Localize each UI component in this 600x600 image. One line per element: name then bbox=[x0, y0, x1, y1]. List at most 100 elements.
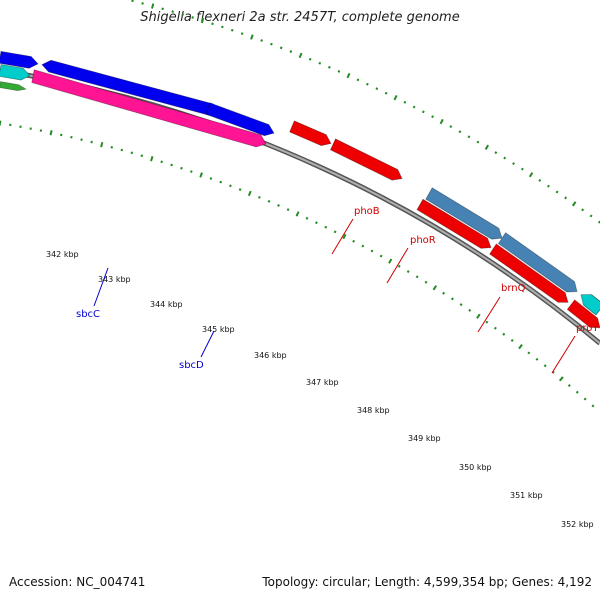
tick-mark bbox=[161, 7, 164, 11]
gene-label-sbcC[interactable]: sbcC bbox=[76, 309, 100, 320]
gene-arrow-magenta bbox=[31, 69, 267, 148]
tick-mark bbox=[160, 160, 163, 164]
tick-mark bbox=[260, 39, 264, 42]
tick-mark bbox=[279, 46, 283, 50]
scale-label: 344 kbp bbox=[150, 300, 183, 309]
scale-label: 350 kbp bbox=[459, 463, 492, 472]
tick-mark bbox=[535, 357, 539, 361]
tick-mark bbox=[589, 214, 593, 218]
gene-arrow-phoR bbox=[329, 138, 403, 181]
tick-mark bbox=[308, 57, 312, 61]
tick-mark bbox=[221, 25, 224, 29]
gene-label-phoR[interactable]: phoR bbox=[410, 235, 436, 246]
genome-backbone bbox=[0, 67, 600, 346]
tick-mark bbox=[567, 384, 571, 388]
gene-label-proY[interactable]: proY bbox=[576, 323, 599, 334]
tick-mark bbox=[318, 61, 322, 65]
gene-label-sbcD[interactable]: sbcD bbox=[179, 360, 204, 371]
tick-mark bbox=[538, 178, 542, 182]
tick-mark bbox=[289, 50, 293, 53]
scale-labels: 342 kbp 343 kbp 344 kbp 345 kbp 346 kbp 347 k… bbox=[46, 250, 594, 529]
tick-mark bbox=[450, 297, 454, 301]
gene-arrow-proY-2 bbox=[497, 232, 578, 293]
tick-mark bbox=[181, 13, 184, 16]
tick-mark bbox=[342, 233, 347, 240]
tick-mark bbox=[199, 172, 203, 178]
tick-mark bbox=[356, 78, 360, 82]
tick-mark bbox=[130, 151, 134, 155]
feature-arrows bbox=[0, 50, 600, 329]
tick-mark bbox=[49, 130, 53, 136]
tick-mark bbox=[150, 156, 154, 162]
tick-mark bbox=[141, 2, 144, 5]
leader-line-phoR bbox=[386, 247, 409, 284]
tick-mark bbox=[229, 184, 232, 188]
tick-mark bbox=[484, 144, 490, 150]
scale-label: 351 kbp bbox=[510, 491, 543, 500]
tick-mark bbox=[421, 110, 425, 114]
leader-line-phoB bbox=[331, 218, 354, 255]
tick-mark bbox=[328, 65, 331, 69]
tick-mark bbox=[442, 291, 446, 295]
tick-mark bbox=[547, 184, 550, 188]
tick-mark bbox=[485, 320, 489, 324]
tick-mark bbox=[191, 16, 194, 19]
leader-line-sbcC bbox=[93, 267, 109, 307]
gene-arrow-phoB bbox=[289, 120, 332, 147]
tick-mark bbox=[564, 196, 568, 200]
tick-mark bbox=[415, 275, 419, 279]
tick-mark bbox=[295, 211, 300, 217]
tick-mark bbox=[476, 313, 481, 319]
tick-mark bbox=[571, 201, 577, 207]
tick-mark bbox=[397, 264, 401, 268]
tick-mark bbox=[247, 190, 252, 197]
tick-mark bbox=[527, 351, 531, 355]
tick-mark bbox=[298, 52, 303, 59]
tick-mark bbox=[361, 244, 365, 248]
scale-label: 343 kbp bbox=[98, 275, 131, 284]
tick-mark bbox=[324, 225, 328, 229]
gene-arrow-green-stub bbox=[0, 81, 28, 92]
tick-mark bbox=[171, 10, 174, 13]
tick-mark bbox=[366, 82, 369, 86]
tick-mark bbox=[140, 154, 144, 158]
tick-mark bbox=[315, 221, 318, 225]
tick-mark bbox=[431, 115, 434, 119]
tick-mark bbox=[520, 167, 524, 171]
tick-mark bbox=[528, 172, 534, 178]
gene-labels: sbcC sbcD phoB phoR brnQ proY bbox=[76, 206, 599, 374]
tick-mark bbox=[180, 166, 183, 170]
gene-arrow-cyan-right bbox=[580, 294, 600, 316]
scale-label: 348 kbp bbox=[357, 406, 390, 415]
tick-mark bbox=[412, 105, 416, 109]
tick-mark bbox=[494, 151, 498, 155]
tick-mark bbox=[100, 141, 104, 148]
tick-mark bbox=[512, 162, 515, 166]
scale-label: 342 kbp bbox=[46, 250, 79, 259]
tick-mark bbox=[337, 70, 341, 73]
tick-mark bbox=[375, 87, 379, 91]
tick-mark bbox=[575, 390, 579, 394]
tick-mark bbox=[558, 376, 564, 382]
tick-mark bbox=[170, 163, 173, 167]
leader-line-proY bbox=[551, 335, 576, 374]
gene-label-phoB[interactable]: phoB bbox=[354, 206, 380, 217]
tick-mark bbox=[468, 308, 472, 312]
gene-label-brnQ[interactable]: brnQ bbox=[501, 283, 526, 294]
tick-mark bbox=[151, 3, 155, 9]
tick-mark bbox=[510, 338, 514, 342]
scale-label: 346 kbp bbox=[254, 351, 287, 360]
tick-mark bbox=[591, 404, 595, 408]
tick-mark bbox=[379, 254, 383, 258]
tick-mark bbox=[240, 32, 244, 35]
tick-mark bbox=[211, 22, 214, 26]
genome-stats-label: Topology: circular; Length: 4,599,354 bp… bbox=[262, 575, 592, 589]
gene-arrow-brnQ bbox=[425, 187, 503, 240]
tick-mark bbox=[352, 239, 356, 243]
accession-label: Accession: NC_004741 bbox=[9, 575, 146, 589]
scale-label: 349 kbp bbox=[408, 434, 441, 443]
gene-arrow-sbcD bbox=[205, 102, 275, 137]
tick-mark bbox=[219, 180, 223, 184]
tick-mark bbox=[384, 91, 388, 95]
